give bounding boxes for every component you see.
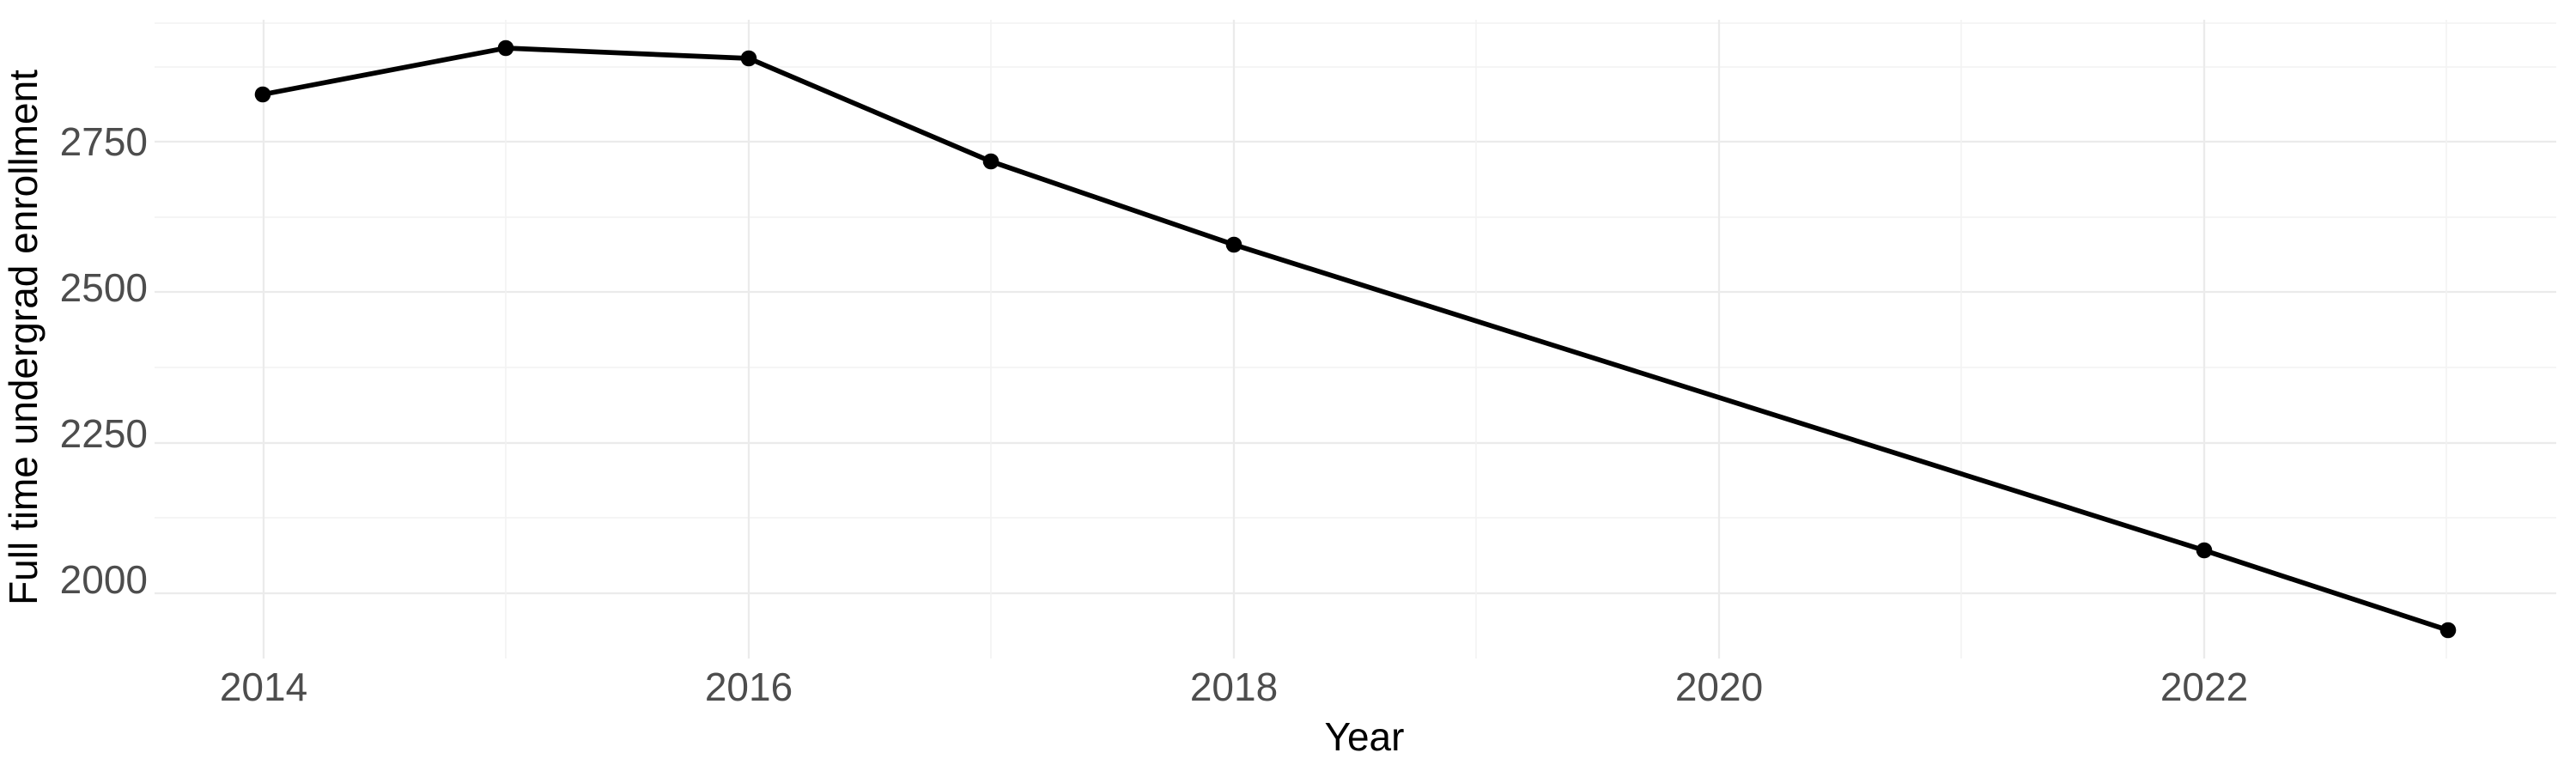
svg-text:2750: 2750 (60, 119, 148, 164)
svg-text:2016: 2016 (705, 665, 793, 709)
svg-text:Full time undergrad enrollment: Full time undergrad enrollment (1, 70, 46, 605)
svg-text:2000: 2000 (60, 557, 148, 602)
svg-text:2250: 2250 (60, 411, 148, 456)
svg-text:2022: 2022 (2160, 665, 2248, 709)
svg-text:2014: 2014 (220, 665, 307, 709)
svg-text:2018: 2018 (1190, 665, 1278, 709)
svg-text:Year: Year (1325, 714, 1405, 759)
svg-text:2500: 2500 (60, 265, 148, 310)
svg-text:2020: 2020 (1675, 665, 1763, 709)
